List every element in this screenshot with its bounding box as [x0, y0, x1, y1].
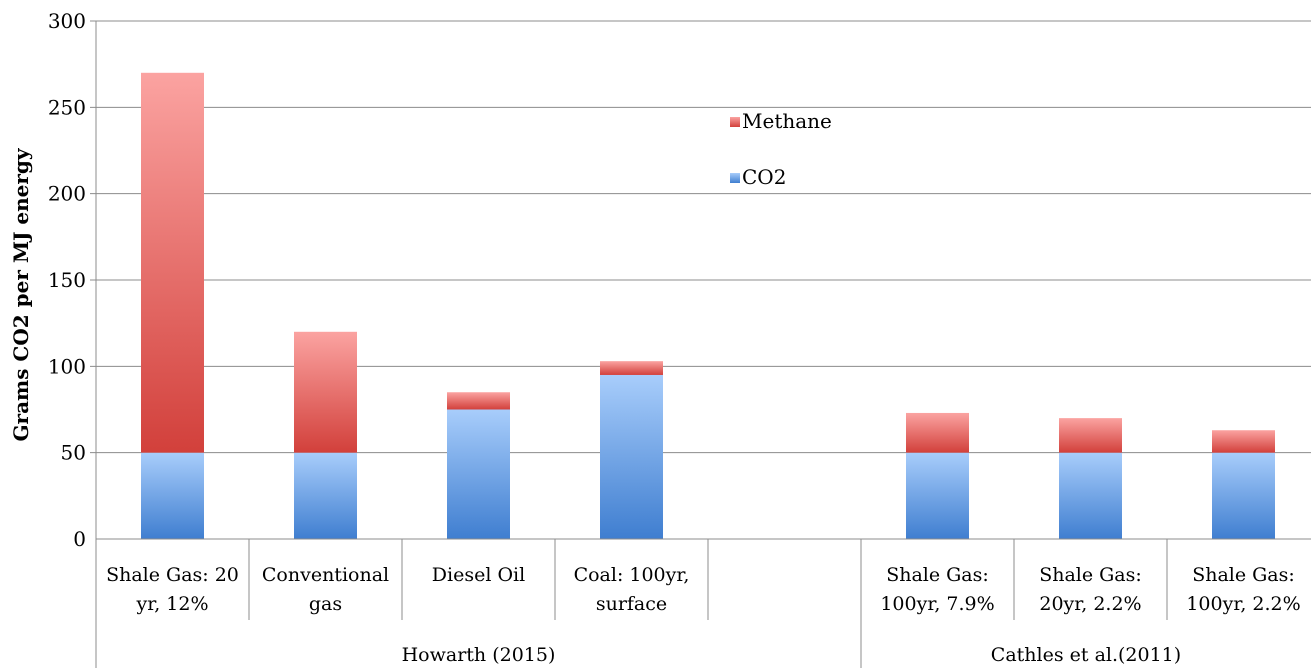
group-label: Cathles et al.(2011): [991, 644, 1181, 666]
y-tick-label: 100: [48, 354, 86, 378]
co2-bar-segment: [906, 452, 969, 539]
y-tick-label: 150: [48, 268, 86, 292]
co2-bar-segment: [294, 452, 357, 539]
co2-legend-swatch: [730, 173, 740, 183]
y-axis-label: Grams CO2 per MJ energy: [9, 147, 33, 441]
category-label: Shale Gas: 20: [106, 564, 239, 586]
y-tick-label: 50: [61, 441, 86, 465]
legend: Methane CO2: [730, 109, 832, 189]
category-label: Shale Gas:: [1039, 564, 1142, 586]
category-label: Shale Gas:: [886, 564, 989, 586]
category-label: Coal: 100yr,: [574, 564, 690, 586]
y-tick-label: 200: [48, 182, 86, 206]
legend-label: CO2: [742, 165, 786, 189]
methane-legend-swatch: [730, 117, 740, 127]
methane-bar-segment: [600, 361, 663, 375]
y-tick-label: 300: [48, 9, 86, 33]
category-label: Conventional: [262, 564, 389, 586]
category-label: Shale Gas:: [1192, 564, 1295, 586]
bars: [141, 72, 1275, 539]
category-label: 100yr, 7.9%: [880, 593, 994, 615]
category-label: 20yr, 2.2%: [1039, 593, 1141, 615]
co2-bar-segment: [141, 452, 204, 539]
co2-bar-segment: [1212, 452, 1275, 539]
co2-bar-segment: [600, 374, 663, 539]
category-label: 100yr, 2.2%: [1186, 593, 1300, 615]
co2-bar-segment: [1059, 452, 1122, 539]
category-label: surface: [596, 593, 667, 615]
category-label: yr, 12%: [135, 593, 208, 615]
co2-bar-segment: [447, 409, 510, 539]
legend-label: Methane: [742, 109, 832, 133]
methane-bar-segment: [1059, 418, 1122, 453]
methane-bar-segment: [906, 412, 969, 453]
methane-bar-segment: [1212, 430, 1275, 453]
axes: [95, 21, 1311, 668]
y-tick-label: 250: [48, 95, 86, 119]
gridlines: [90, 20, 1311, 454]
methane-bar-segment: [141, 72, 204, 453]
labels: 0 50 100 150 200 250 300 Shale Gas: 20 yr, 12% Co…: [9, 9, 1301, 666]
category-label: gas: [309, 593, 342, 615]
methane-bar-segment: [294, 331, 357, 453]
methane-bar-segment: [447, 392, 510, 410]
group-label: Howarth (2015): [402, 644, 556, 666]
category-label: Diesel Oil: [432, 564, 525, 586]
y-tick-label: 0: [73, 527, 86, 551]
